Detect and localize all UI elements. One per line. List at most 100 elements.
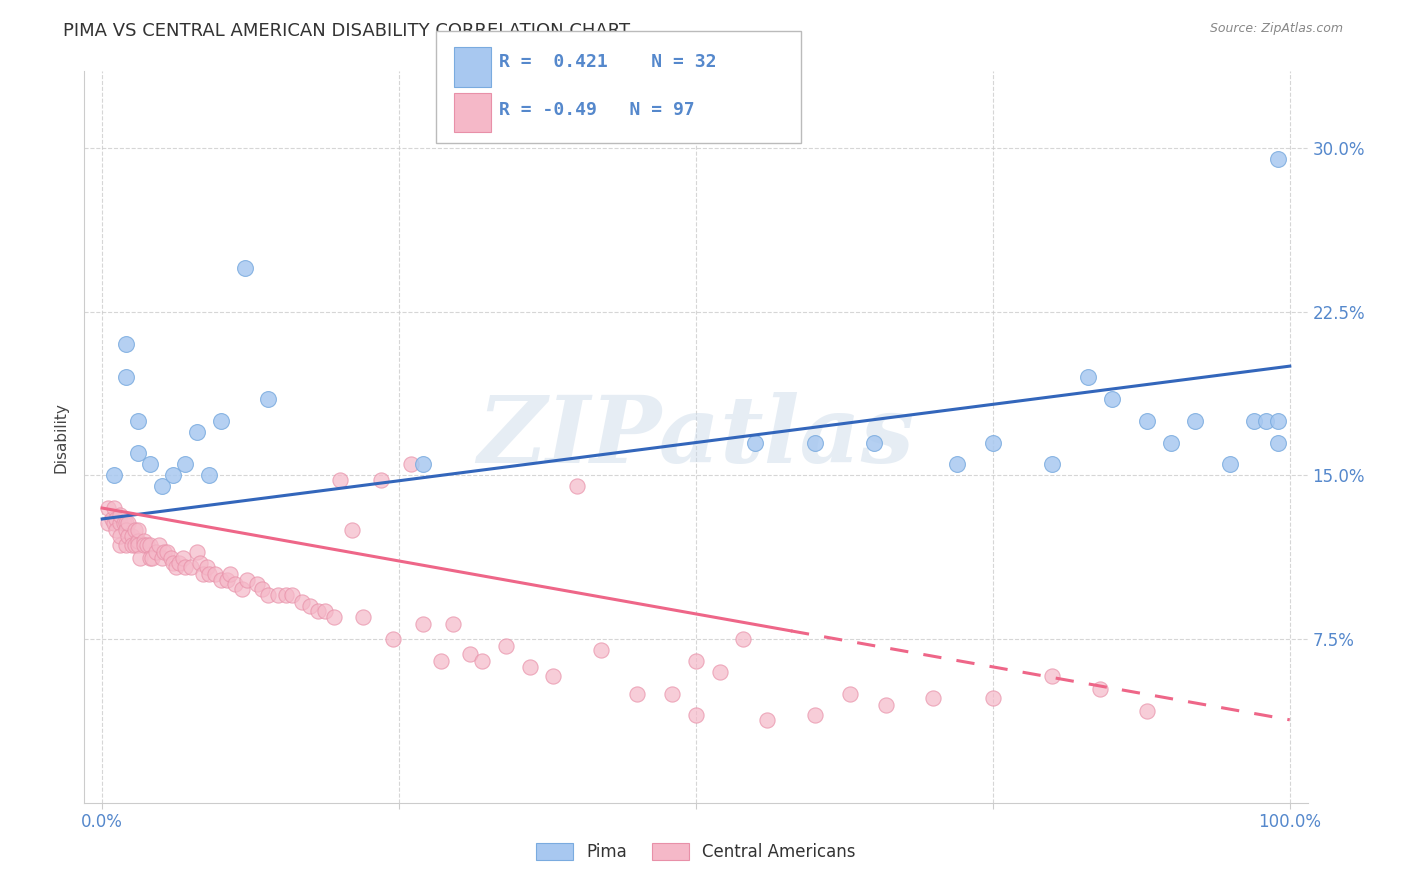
Point <box>174 560 197 574</box>
Point <box>1184 414 1206 428</box>
Point <box>314 604 336 618</box>
Point <box>150 551 173 566</box>
Point <box>471 654 494 668</box>
Point <box>103 501 125 516</box>
Point <box>981 691 1004 706</box>
Point <box>875 698 897 712</box>
Point <box>127 533 149 548</box>
Point <box>115 523 138 537</box>
Point <box>1136 414 1159 428</box>
Point <box>236 573 259 587</box>
Point <box>1243 414 1265 428</box>
Point <box>709 665 731 679</box>
Point <box>186 425 208 439</box>
Point <box>661 687 683 701</box>
Point <box>224 577 246 591</box>
Point <box>138 551 160 566</box>
Point <box>186 545 208 559</box>
Point <box>233 260 256 275</box>
Point <box>129 551 152 566</box>
Point <box>112 516 135 531</box>
Point <box>121 538 143 552</box>
Point <box>219 566 242 581</box>
Point <box>209 414 232 428</box>
Point <box>198 468 221 483</box>
Point <box>132 538 155 552</box>
Point <box>257 588 280 602</box>
Point <box>839 687 862 701</box>
Point <box>245 577 267 591</box>
Point <box>519 660 541 674</box>
Point <box>215 573 238 587</box>
Point <box>744 435 766 450</box>
Point <box>803 708 825 723</box>
Point <box>124 538 146 552</box>
Point <box>108 538 131 552</box>
Point <box>180 560 202 574</box>
Text: R = -0.49   N = 97: R = -0.49 N = 97 <box>499 101 695 119</box>
Point <box>589 643 612 657</box>
Point <box>1267 435 1289 450</box>
Point <box>412 616 434 631</box>
Point <box>267 588 290 602</box>
Point <box>412 458 434 472</box>
Point <box>138 538 160 552</box>
Point <box>103 516 125 531</box>
Point <box>733 632 755 646</box>
Point <box>108 508 131 522</box>
Point <box>495 639 517 653</box>
Point <box>198 566 221 581</box>
Text: Source: ZipAtlas.com: Source: ZipAtlas.com <box>1209 22 1343 36</box>
Point <box>626 687 648 701</box>
Text: PIMA VS CENTRAL AMERICAN DISABILITY CORRELATION CHART: PIMA VS CENTRAL AMERICAN DISABILITY CORR… <box>63 22 630 40</box>
Point <box>141 551 163 566</box>
Point <box>322 610 344 624</box>
Point <box>127 523 149 537</box>
Y-axis label: Disability: Disability <box>53 401 69 473</box>
Point <box>148 538 170 552</box>
Point <box>160 551 183 566</box>
Point <box>174 458 197 472</box>
Point <box>169 556 191 570</box>
Point <box>172 551 194 566</box>
Point <box>399 458 422 472</box>
Point <box>132 533 155 548</box>
Point <box>281 588 304 602</box>
Point <box>115 538 138 552</box>
Point <box>307 604 329 618</box>
Point <box>108 516 131 531</box>
Point <box>460 648 482 662</box>
Point <box>1267 152 1289 166</box>
Point <box>863 435 886 450</box>
Point <box>1040 458 1063 472</box>
Point <box>370 473 392 487</box>
Point <box>946 458 969 472</box>
Point <box>1077 370 1099 384</box>
Point <box>97 501 120 516</box>
Point <box>1267 414 1289 428</box>
Point <box>121 529 143 543</box>
Point <box>257 392 280 406</box>
Point <box>150 479 173 493</box>
Text: R =  0.421    N = 32: R = 0.421 N = 32 <box>499 54 717 71</box>
Point <box>382 632 405 646</box>
Point <box>156 545 179 559</box>
Point <box>136 538 159 552</box>
Point <box>1136 704 1159 718</box>
Point <box>127 414 149 428</box>
Point <box>291 595 314 609</box>
Point <box>153 545 176 559</box>
Point <box>127 446 149 460</box>
Point <box>105 512 128 526</box>
Point <box>162 468 184 483</box>
Text: ZIPatlas: ZIPatlas <box>478 392 914 482</box>
Point <box>567 479 589 493</box>
Point <box>115 516 138 531</box>
Point <box>115 337 138 351</box>
Point <box>429 654 451 668</box>
Point <box>103 468 125 483</box>
Point <box>1088 682 1111 697</box>
Point <box>145 545 167 559</box>
Point <box>105 523 128 537</box>
Point <box>756 713 779 727</box>
